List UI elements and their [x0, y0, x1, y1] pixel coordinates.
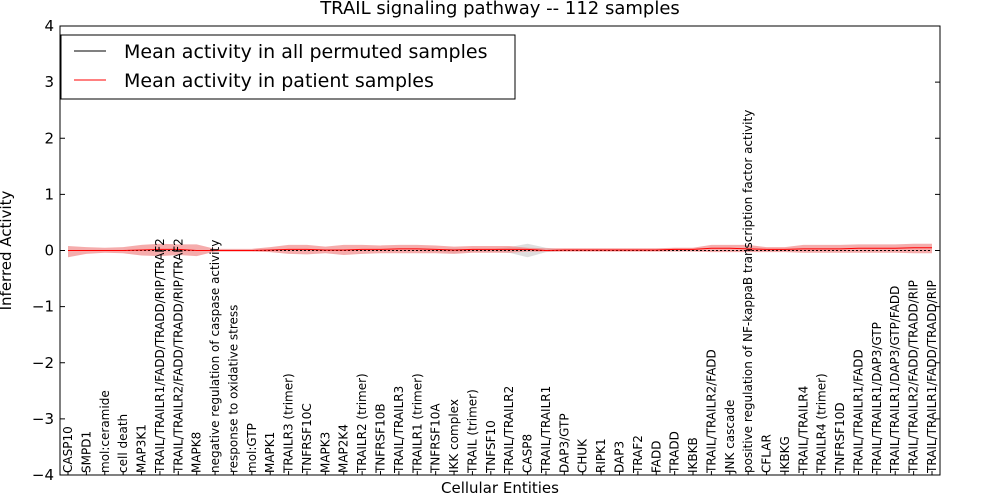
y-tick-label: 0	[44, 242, 54, 260]
y-tick-label: −3	[32, 410, 54, 428]
legend: Mean activity in all permuted samples Me…	[60, 34, 516, 100]
x-tick-label: TNFRSF10D	[833, 402, 847, 474]
x-tick-label: TRAIL/TRAILR3	[392, 386, 406, 474]
y-tick-label: 1	[44, 185, 54, 203]
x-tick-label: TRAIL/TRAILR1	[539, 386, 553, 474]
x-tick-label: TRAIL/TRAILR1/FADD/TRADD/RIP/TRAF2	[153, 238, 167, 474]
x-tick-label: TNFRSF10C	[300, 403, 314, 474]
x-tick-label: TRADD	[668, 431, 682, 474]
x-tick-label: TRAIL/TRAILR1/FADD	[851, 349, 865, 474]
legend-entry-patient: Mean activity in patient samples	[124, 70, 434, 92]
y-tick-label: −1	[32, 298, 54, 316]
plot-frame	[59, 25, 941, 476]
x-tick-label: MAPK1	[263, 432, 277, 473]
y-tick-label: 2	[44, 129, 54, 147]
x-tick-label: SMPD1	[79, 431, 93, 473]
x-tick-label: MAPK3	[318, 432, 332, 473]
x-tick-label: TRAIL/TRAILR2/FADD/TRADD/RIP/TRAF2	[171, 238, 185, 474]
x-tick-label: TRAILR3 (trimer)	[282, 373, 296, 474]
x-tick-label: CFLAR	[760, 434, 774, 473]
x-tick-label: DAP3/GTP	[557, 413, 571, 473]
legend-box	[60, 34, 516, 100]
x-tick-label: IKBKB	[686, 437, 700, 473]
x-tick-label: CHUK	[576, 438, 590, 473]
x-tick-label: IKBKG	[778, 436, 792, 473]
y-tick-label: 4	[44, 17, 54, 35]
x-tick-label: TRAILR1 (trimer)	[410, 373, 424, 474]
x-tick-label: mol:GTP	[245, 423, 259, 473]
x-tick-label: TRAIL/TRAILR2	[502, 386, 516, 474]
y-axis-label: Inferred Activity	[0, 190, 15, 310]
x-tick-label: RIPK1	[594, 438, 608, 473]
x-tick-label: negative regulation of caspase activity	[208, 240, 222, 473]
x-tick-label: CASP8	[521, 434, 535, 473]
chart-title: TRAIL signaling pathway -- 112 samples	[319, 0, 680, 19]
x-tick-label: TNFRSF10A	[429, 403, 443, 474]
y-tick-label: −4	[32, 466, 54, 484]
x-tick-label: TRAIL/TRAILR2/FADD/TRADD/RIP	[907, 280, 921, 474]
x-tick-label: MAPK8	[190, 432, 204, 473]
x-tick-label: DAP3	[612, 441, 626, 473]
x-tick-label: TRAIL/TRAILR4	[796, 386, 810, 474]
y-tick-label: −2	[32, 354, 54, 372]
x-tick-label: FADD	[649, 441, 663, 474]
x-axis-label: Cellular Entities	[441, 479, 559, 497]
series-line-1	[68, 247, 932, 252]
x-tick-label: TRAIL/TRAILR1/DAP3/GTP	[870, 322, 884, 474]
x-tick-label: mol:ceramide	[98, 390, 112, 473]
x-tick-label: TRAIL (trimer)	[465, 389, 479, 474]
x-tick-label: IKK complex	[447, 399, 461, 473]
x-tick-label: MAP3K1	[135, 424, 149, 473]
x-tick-label: cell death	[116, 414, 130, 473]
x-tick-label: TRAILR4 (trimer)	[815, 373, 829, 474]
x-tick-label: TRAF2	[631, 435, 645, 474]
x-tick-label: JNK cascade	[723, 400, 737, 474]
x-tick-label: CASP10	[61, 426, 75, 473]
x-tick-label: TRAIL/TRAILR1/DAP3/GTP/FADD	[888, 286, 902, 474]
x-tick-label: TNFSF10	[484, 420, 498, 474]
x-tick-label: TRAIL/TRAILR2/FADD	[704, 349, 718, 474]
x-tick-label: TRAILR2 (trimer)	[355, 373, 369, 474]
x-tick-label: TRAIL/TRAILR1/FADD/TRADD/RIP	[925, 280, 939, 474]
x-ticks: CASP10 SMPD1 mol:ceramide cell death MAP3K1 T…	[61, 110, 939, 475]
x-tick-label: MAP2K4	[337, 424, 351, 473]
x-tick-label: response to oxidative stress	[226, 305, 240, 473]
x-tick-label: TNFRSF10B	[374, 403, 388, 474]
y-ticks: −4 −3 −2 −1 0 1 2 3 4	[32, 17, 940, 484]
x-tick-label: positive regulation of NF-kappaB transcr…	[741, 110, 755, 473]
series-lines	[68, 247, 932, 252]
y-tick-label: 3	[44, 73, 54, 91]
legend-entry-permuted: Mean activity in all permuted samples	[124, 41, 487, 63]
